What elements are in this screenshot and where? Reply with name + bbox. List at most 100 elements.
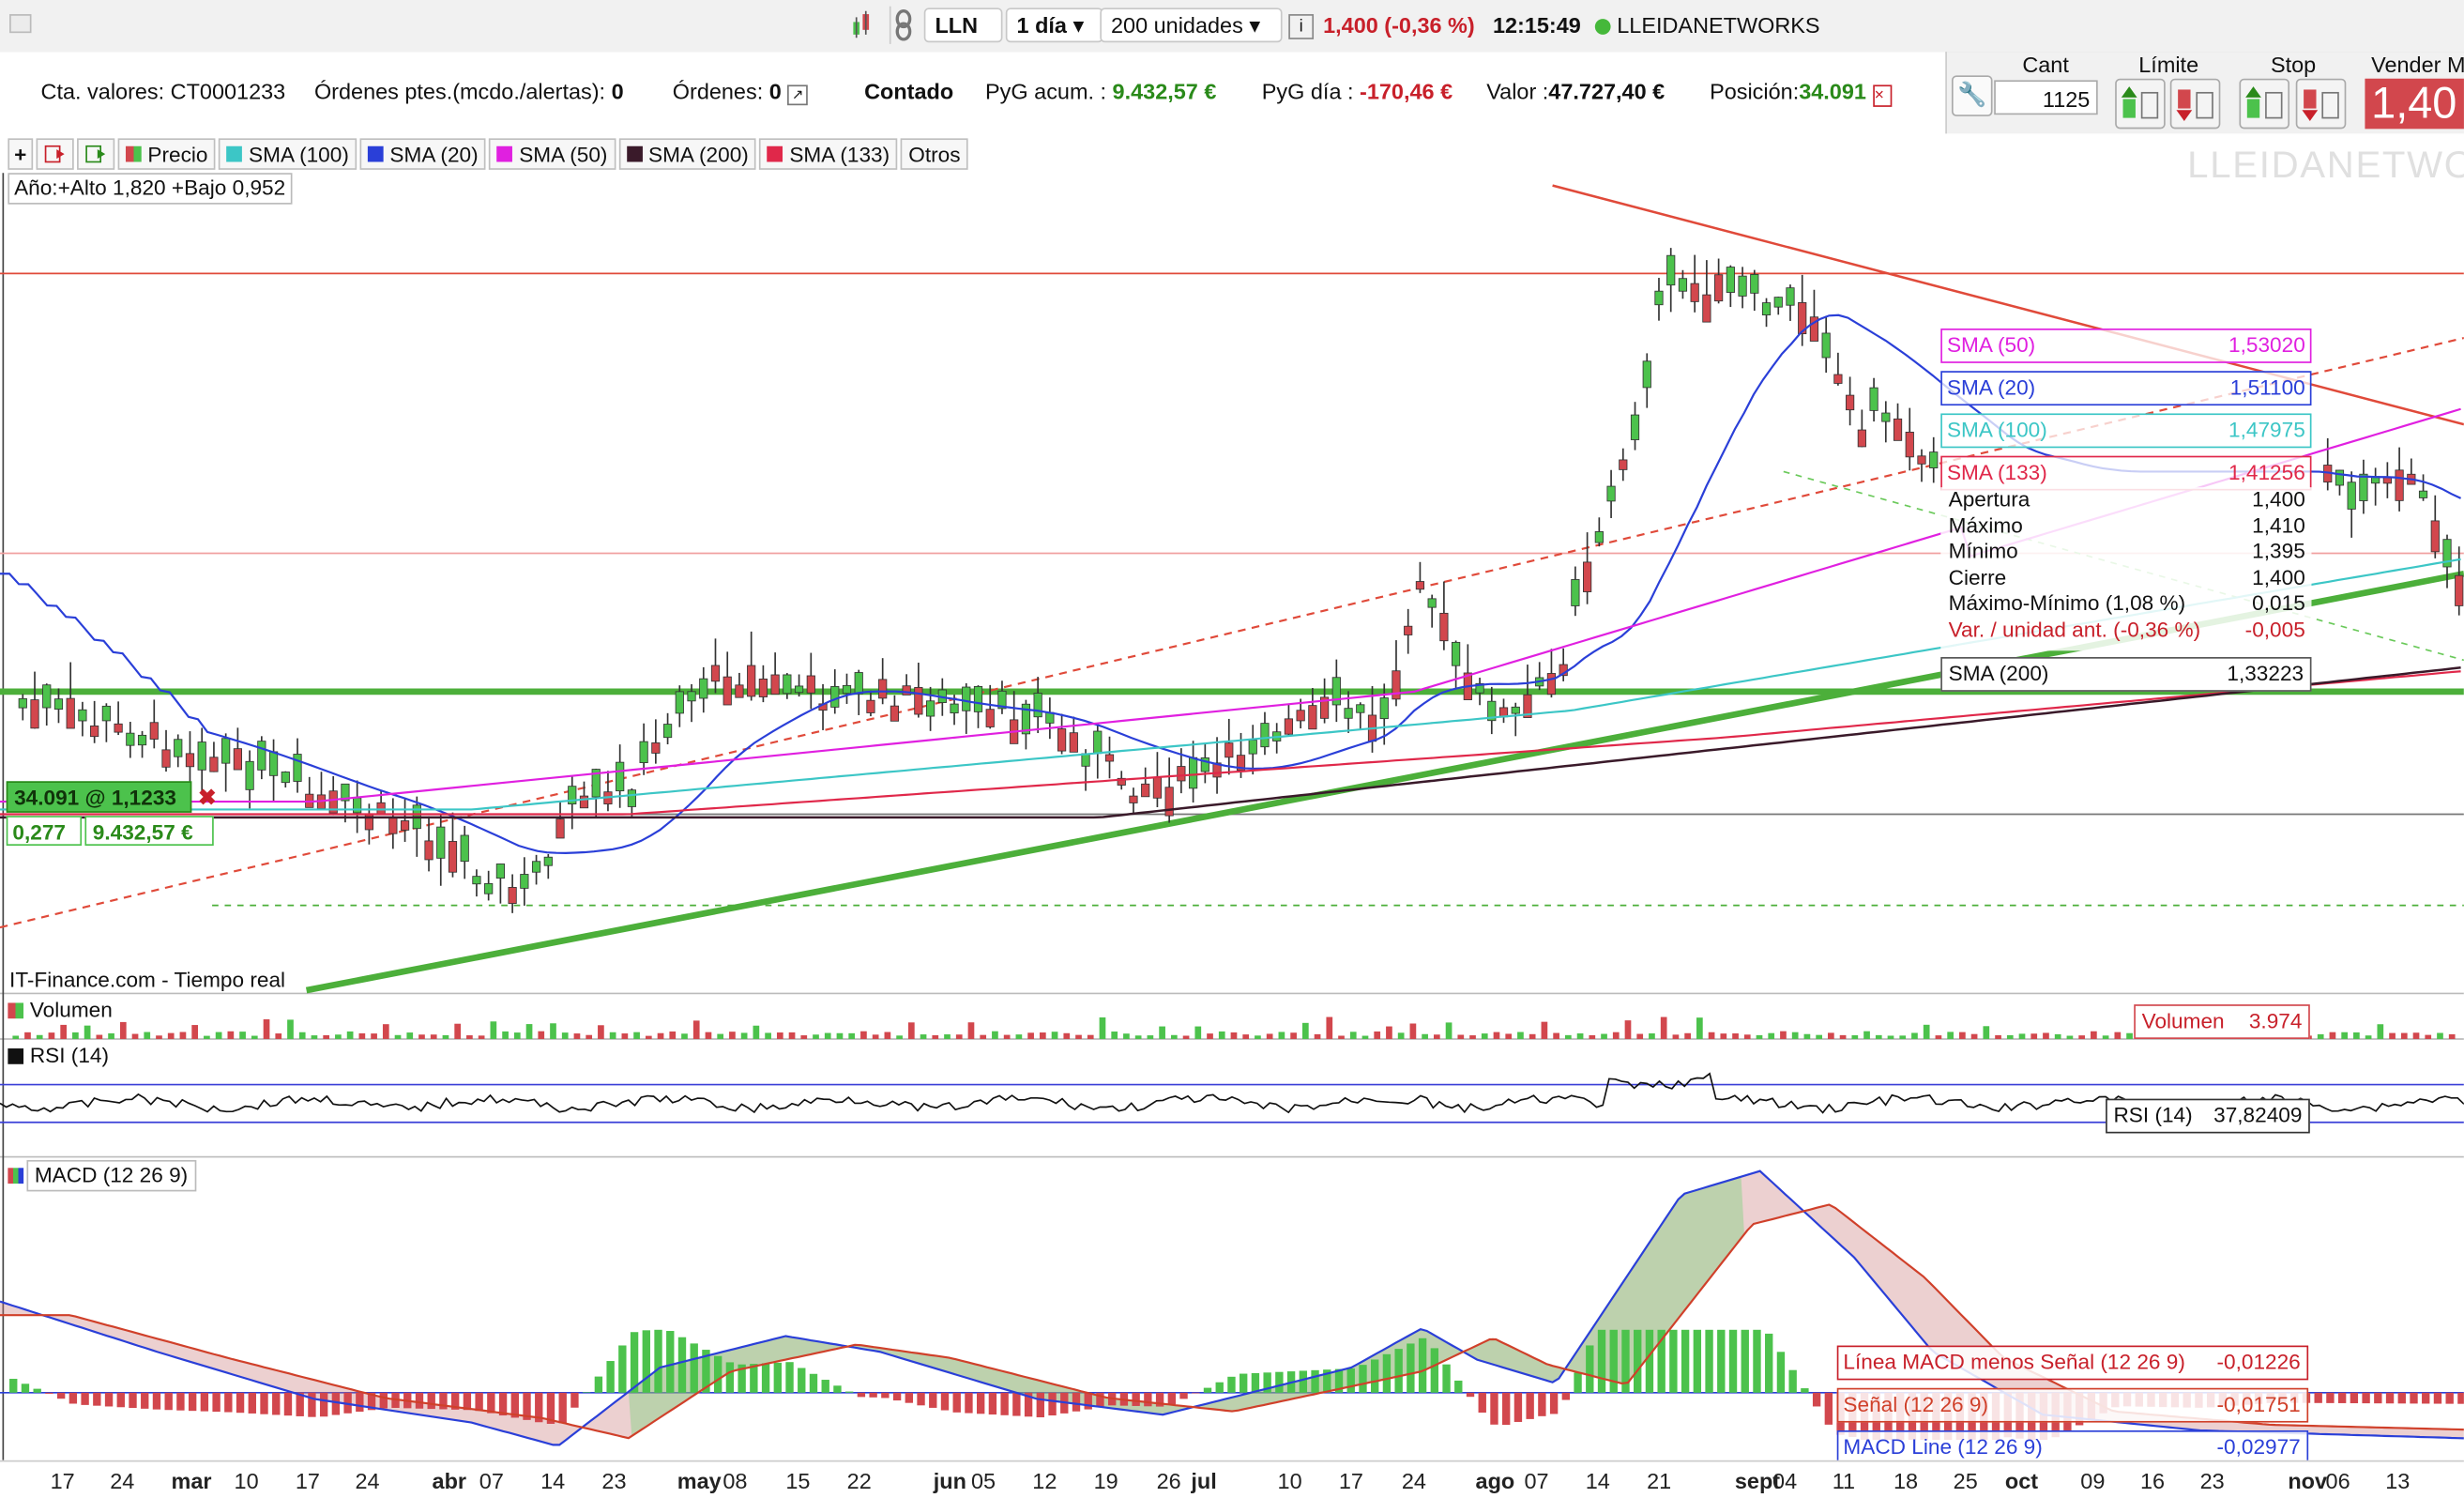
macd-histogram-bar bbox=[2422, 1392, 2430, 1404]
legend-sma100[interactable]: SMA (100) bbox=[219, 138, 357, 170]
candle bbox=[388, 817, 398, 834]
volume-bar bbox=[513, 1032, 521, 1039]
volume-bar bbox=[1756, 1034, 1763, 1039]
macd-histogram-bar bbox=[1597, 1329, 1606, 1393]
x-axis-label: 09 bbox=[2080, 1468, 2106, 1493]
sell-market-button[interactable]: 1,40 bbox=[2365, 78, 2464, 130]
wrench-icon[interactable]: 🔧 bbox=[1951, 75, 1993, 116]
x-axis-label: 25 bbox=[1953, 1468, 1978, 1493]
candle bbox=[1642, 360, 1651, 389]
minimize-icon[interactable] bbox=[9, 14, 32, 34]
macd-histogram-bar bbox=[296, 1392, 304, 1416]
macd-histogram-bar bbox=[2397, 1392, 2406, 1404]
macd-histogram-bar bbox=[1741, 1329, 1749, 1393]
legend-otros[interactable]: Otros bbox=[900, 138, 968, 170]
quantity-input[interactable]: 1125 bbox=[1994, 80, 2098, 115]
quote-text: 1,400 (-0,36 %) bbox=[1323, 12, 1475, 38]
legend-sma50[interactable]: SMA (50) bbox=[489, 138, 616, 170]
macd-histogram-bar bbox=[570, 1392, 579, 1408]
volume-bar bbox=[753, 1025, 760, 1039]
sma-row: SMA (100) 1,47975 bbox=[1940, 413, 2312, 449]
volume-bar bbox=[1230, 1032, 1238, 1039]
volume-bar bbox=[287, 1019, 294, 1039]
candle bbox=[735, 684, 744, 698]
candle bbox=[221, 738, 231, 764]
ohlc-row: Mínimo 1,395 bbox=[1940, 540, 2311, 566]
candle bbox=[783, 674, 792, 695]
volume-bar bbox=[1063, 1032, 1071, 1039]
legend-sma133[interactable]: SMA (133) bbox=[759, 138, 898, 170]
stop-sell-button[interactable] bbox=[2295, 78, 2347, 130]
macd-histogram-bar bbox=[1334, 1368, 1344, 1393]
export-icon[interactable] bbox=[36, 138, 74, 170]
volume-bar bbox=[418, 1034, 425, 1039]
macd-histogram-bar bbox=[1179, 1392, 1188, 1399]
x-axis-label: 13 bbox=[2385, 1468, 2411, 1493]
symbol-select[interactable]: LLN ▾ bbox=[923, 8, 1003, 69]
candle bbox=[1821, 332, 1831, 359]
import-icon[interactable] bbox=[77, 138, 115, 170]
ohlc-row: Máximo-Mínimo (1,08 %) 0,015 bbox=[1940, 591, 2311, 618]
candle bbox=[114, 723, 123, 733]
candle bbox=[1069, 732, 1078, 753]
volume-bar bbox=[872, 1034, 879, 1039]
stop-buy-button[interactable] bbox=[2239, 78, 2290, 130]
orders-count[interactable]: Órdenes: 0 ↗ bbox=[673, 79, 809, 106]
limit-sell-button[interactable] bbox=[2169, 78, 2221, 130]
macd-histogram-bar bbox=[1526, 1392, 1534, 1419]
macd-histogram-bar bbox=[200, 1392, 209, 1412]
candle bbox=[1224, 742, 1234, 758]
volume-bar bbox=[2365, 1035, 2372, 1039]
macd-histogram-bar bbox=[1155, 1392, 1164, 1407]
chain-icon[interactable] bbox=[889, 6, 916, 44]
add-indicator-icon[interactable]: + bbox=[8, 138, 34, 170]
volume-bar bbox=[1851, 1035, 1859, 1039]
candle bbox=[1033, 693, 1042, 718]
macd-histogram-bar bbox=[1502, 1392, 1511, 1426]
candle bbox=[710, 665, 721, 682]
legend-precio[interactable]: Precio bbox=[117, 138, 216, 170]
limit-buy-button[interactable] bbox=[2115, 78, 2166, 130]
volume-bar bbox=[1816, 1034, 1822, 1039]
macd-histogram-bar bbox=[1430, 1348, 1439, 1393]
external-link-icon[interactable]: ↗ bbox=[787, 84, 809, 106]
legend-sma20[interactable]: SMA (20) bbox=[359, 138, 487, 170]
candle bbox=[962, 686, 971, 711]
units-select[interactable]: 200 unidades ▾ bbox=[1100, 8, 1283, 43]
rsi-swatch-icon bbox=[8, 1048, 24, 1064]
volume-bar bbox=[2448, 1033, 2456, 1039]
volume-bar bbox=[1612, 1032, 1620, 1039]
volume-bar bbox=[2018, 1033, 2026, 1039]
macd-row-value: -0,01751 bbox=[2216, 1392, 2301, 1416]
volume-bar bbox=[1147, 1035, 1154, 1039]
volume-bar bbox=[1422, 1033, 1428, 1039]
close-position-icon[interactable]: ✖ bbox=[198, 784, 217, 810]
info-icon[interactable]: i bbox=[1288, 14, 1315, 39]
volume-bar bbox=[215, 1032, 222, 1039]
macd-histogram-bar bbox=[224, 1392, 233, 1413]
candlestick-icon[interactable] bbox=[848, 9, 879, 40]
volume-bar bbox=[980, 1034, 987, 1039]
volume-bar bbox=[2437, 1032, 2443, 1039]
volume-bar bbox=[848, 1032, 856, 1039]
x-axis-label: jun bbox=[933, 1468, 966, 1493]
macd-histogram-bar bbox=[141, 1392, 149, 1409]
legend-sma200[interactable]: SMA (200) bbox=[618, 138, 757, 170]
macd-histogram-bar bbox=[2445, 1392, 2454, 1404]
period-select[interactable]: 1 día ▾ bbox=[1005, 8, 1103, 43]
candle bbox=[53, 698, 64, 711]
volume-bar bbox=[1075, 1034, 1082, 1039]
macd-histogram-bar bbox=[2433, 1392, 2442, 1404]
candle bbox=[436, 826, 446, 859]
macd-histogram-bar bbox=[33, 1388, 41, 1393]
volume-bar bbox=[1111, 1032, 1118, 1039]
document-icon[interactable]: ✕ bbox=[1872, 84, 1892, 107]
candle bbox=[1846, 394, 1855, 411]
volume-bar bbox=[406, 1032, 414, 1039]
volume-bar bbox=[2412, 1032, 2420, 1039]
macd-histogram-bar bbox=[535, 1392, 543, 1423]
volume-bar bbox=[371, 1033, 377, 1039]
candle bbox=[1248, 740, 1257, 755]
x-axis-label: ago bbox=[1475, 1468, 1515, 1493]
